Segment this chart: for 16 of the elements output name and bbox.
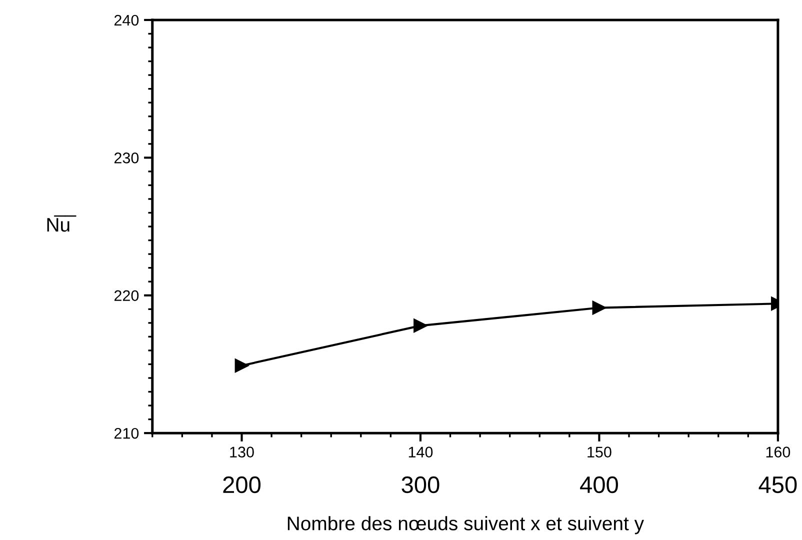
- text: 400: [580, 476, 618, 494]
- point: [234, 358, 249, 373]
- x-tick-label: 130: [230, 446, 254, 458]
- text: 200: [223, 476, 261, 494]
- x-axis-title: Nombre des nœuds suivent x et suivent y: [288, 516, 644, 534]
- y-tick-label: 220: [114, 290, 139, 302]
- y-tick-label: 240: [114, 14, 139, 26]
- x-tick-label: 150: [588, 446, 612, 458]
- y-tick-label: 210: [114, 428, 139, 439]
- point: [414, 318, 428, 333]
- text: 450: [758, 476, 797, 494]
- y-tick-label: 230: [114, 152, 139, 164]
- x-tick-label: 160: [766, 446, 790, 458]
- text: 300: [402, 476, 440, 494]
- y-axis-title: N̅u̅: [47, 215, 76, 232]
- x-tick-label: 140: [408, 446, 433, 458]
